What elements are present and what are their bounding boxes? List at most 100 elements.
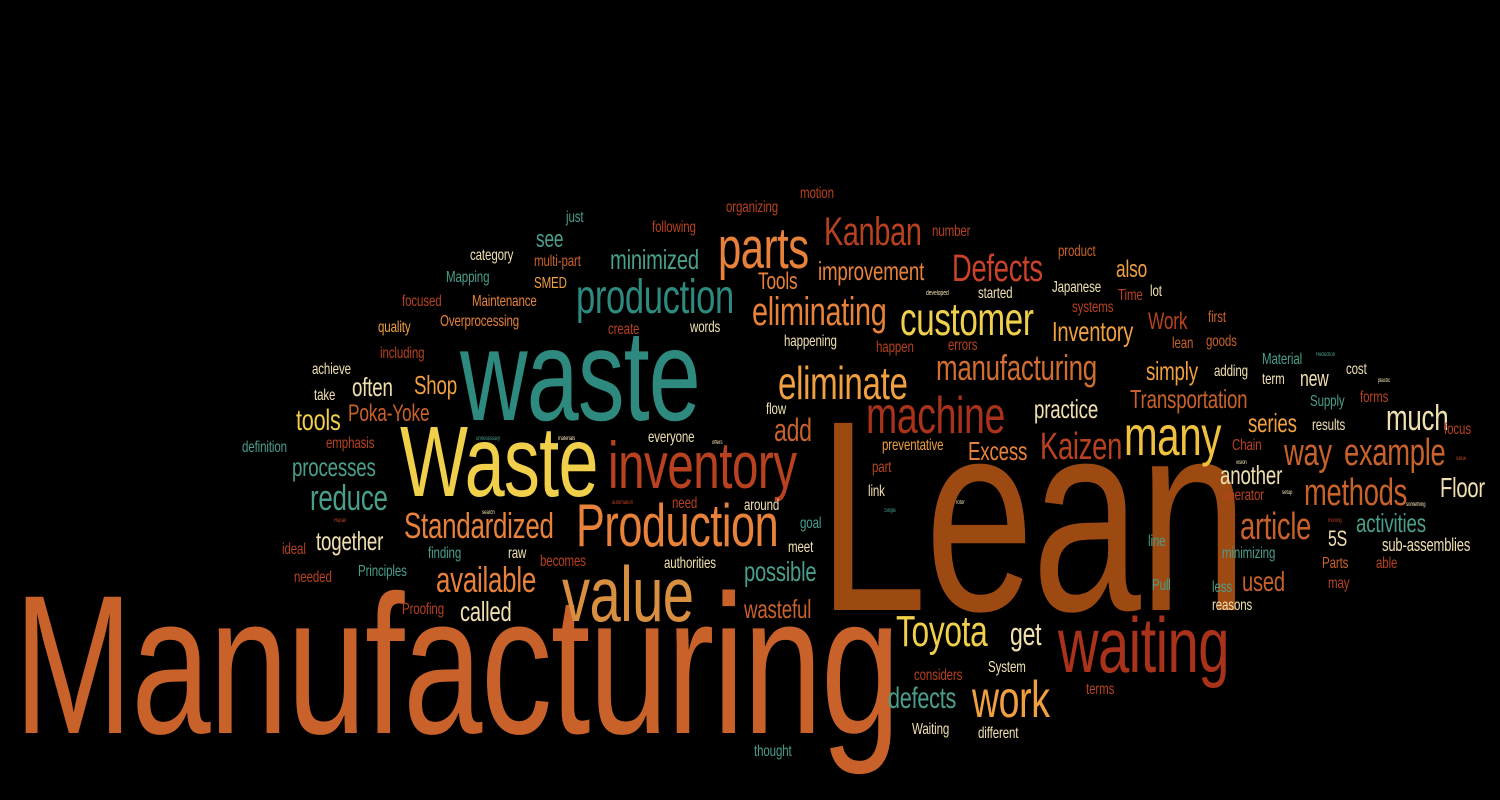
word-started: started: [978, 285, 1013, 302]
word-focus: focus: [1444, 421, 1471, 438]
word-ideal: ideal: [282, 541, 306, 558]
word-material: Material: [1262, 351, 1303, 368]
word-series: series: [1248, 408, 1297, 438]
word-activities: activities: [1356, 508, 1426, 538]
word-parts: parts: [718, 216, 809, 281]
word-less: less: [1212, 579, 1233, 596]
word-work-upper: Work: [1148, 308, 1188, 335]
word-inventory-upper: Inventory: [1052, 316, 1134, 347]
word-waste-upper: Waste: [400, 406, 598, 518]
word-take: take: [314, 387, 336, 404]
word-happening: happening: [784, 333, 837, 350]
word-may: may: [1328, 575, 1350, 592]
word-product: product: [1058, 243, 1096, 260]
word-term: term: [1262, 371, 1285, 388]
word-machine: machine: [866, 387, 1005, 445]
word-category: category: [470, 247, 514, 264]
word-setup: setup: [1282, 490, 1293, 496]
word-following: following: [652, 219, 696, 236]
word-tools-upper: Tools: [758, 268, 798, 295]
word-focused: focused: [402, 293, 442, 310]
word-system: System: [988, 659, 1026, 676]
word-reduce: reduce: [310, 477, 388, 518]
word-number: number: [932, 223, 971, 240]
word-practice: practice: [1034, 394, 1099, 424]
word-needed: needed: [294, 569, 332, 586]
word-reduction: Reduction: [1316, 352, 1336, 358]
word-forms: forms: [1360, 389, 1389, 406]
word-raw: raw: [508, 545, 527, 562]
word-article: article: [1240, 506, 1312, 548]
word-quality: quality: [378, 319, 411, 336]
word-add: add: [774, 412, 812, 448]
word-sub-assemblies: sub-assemblies: [1382, 535, 1471, 555]
word-multi-part: multi-part: [534, 253, 581, 270]
word-preventative: preventative: [882, 437, 944, 454]
word-much: much: [1386, 397, 1449, 438]
word-transportation: Transportation: [1130, 384, 1248, 414]
word-line: line: [1148, 533, 1166, 550]
word-value: value: [562, 550, 694, 638]
word-different: different: [978, 725, 1019, 742]
word-reasons: reasons: [1212, 597, 1253, 614]
word-including: including: [380, 345, 425, 362]
word-eliminating: eliminating: [752, 290, 887, 334]
word-work-large: work: [972, 671, 1050, 729]
word-rotor: rotor: [956, 500, 965, 506]
word-new: new: [1300, 366, 1329, 391]
word-defects-upper: Defects: [952, 248, 1043, 290]
word-minimizing: minimizing: [1222, 545, 1276, 562]
word-chain: Chain: [1232, 437, 1262, 454]
word-everyone: everyone: [648, 429, 695, 446]
word-example: example: [1344, 432, 1446, 474]
word-overprocessing: Overprocessing: [440, 313, 520, 330]
word-parts-upper: Parts: [1322, 555, 1349, 572]
word-materials: materials: [558, 436, 576, 442]
word-becomes: becomes: [540, 553, 586, 570]
word-offers: offers: [712, 440, 723, 446]
word-improvement: improvement: [818, 256, 925, 286]
word-manufacturing-small: manufacturing: [936, 347, 1097, 388]
word-production-lower: production: [576, 271, 734, 324]
word-available: available: [436, 559, 536, 600]
word-something: something: [1406, 502, 1426, 508]
word-mapping: Mapping: [446, 269, 490, 286]
word-smed: SMED: [534, 275, 567, 292]
word-processes: processes: [292, 452, 376, 482]
word-vision: vision: [1236, 460, 1247, 466]
word-definition: definition: [242, 439, 287, 456]
word-motion: motion: [800, 185, 834, 202]
word-way: way: [1284, 432, 1332, 474]
word-flow: flow: [766, 401, 787, 418]
word-moving: moving: [1328, 518, 1342, 524]
word-wasteful: wasteful: [744, 594, 812, 624]
word-get: get: [1010, 616, 1042, 652]
word-systems: systems: [1072, 299, 1114, 316]
word-just: just: [566, 209, 584, 226]
word-cost: cost: [1346, 361, 1367, 378]
word-lean-large: Lean: [818, 364, 1248, 668]
word-japanese: Japanese: [1052, 279, 1102, 296]
word-tools-lower: tools: [296, 404, 341, 437]
word-meet: meet: [788, 539, 814, 556]
word-part: part: [872, 459, 892, 476]
word-toyota: Toyota: [896, 607, 988, 656]
word-single: Single: [884, 508, 896, 514]
word-floor: Floor: [1440, 472, 1485, 503]
word-pull: Pull: [1152, 577, 1171, 594]
word-automation: automation: [612, 500, 633, 506]
word-able: able: [1376, 555, 1398, 572]
word-together: together: [316, 526, 384, 556]
word-fivees: 5S: [1328, 526, 1348, 551]
word-manufacturing-large: Manufacturing: [14, 554, 900, 775]
word-organizing: organizing: [726, 199, 779, 216]
word-customer: customer: [900, 293, 1034, 345]
word-lean-small: lean: [1172, 335, 1194, 352]
word-waiting: waiting: [1058, 601, 1229, 689]
word-errors: errors: [948, 337, 978, 354]
word-defects-lower: defects: [888, 682, 957, 715]
word-proofing: Proofing: [402, 601, 444, 618]
word-adding: adding: [1214, 363, 1248, 380]
word-supply: Supply: [1310, 393, 1345, 410]
word-many: many: [1124, 404, 1221, 467]
